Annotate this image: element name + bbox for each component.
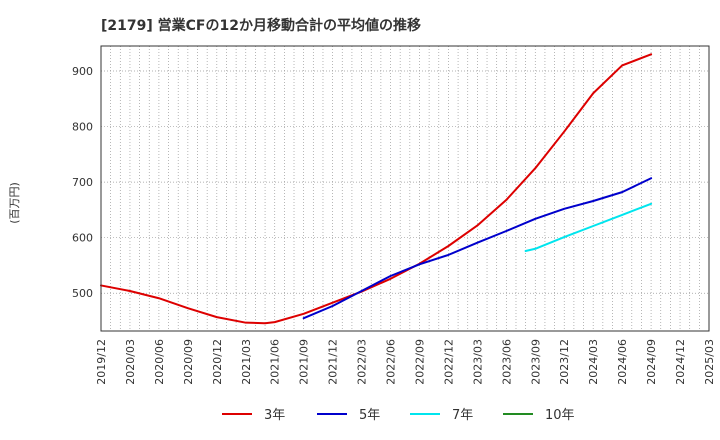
y-tick-label: 800: [72, 121, 93, 134]
x-tick-label: 2023/06: [500, 339, 513, 385]
x-tick-label: 2020/09: [182, 339, 195, 385]
chart-title: [2179] 営業CFの12か月移動合計の平均値の推移: [101, 17, 421, 34]
grid: [100, 46, 710, 331]
x-tick-label: 2020/12: [211, 339, 224, 385]
legend-label: 5年: [359, 408, 380, 423]
legend: 3年 5年 7年 10年: [222, 408, 575, 423]
x-tick-label: 2024/09: [645, 339, 658, 385]
x-tick-label: 2023/03: [471, 339, 484, 385]
x-tick-label: 2022/03: [356, 339, 369, 385]
y-tick-label: 900: [72, 65, 93, 78]
legend-label: 3年: [264, 408, 285, 423]
x-tick-label: 2022/09: [413, 339, 426, 385]
x-tick-label: 2020/06: [153, 339, 166, 385]
x-tick-label: 2025/03: [703, 339, 716, 385]
x-tick-label: 2022/12: [442, 339, 455, 385]
x-tick-label: 2021/12: [327, 339, 340, 385]
y-tick-label: 700: [72, 176, 93, 189]
x-tick-label: 2021/09: [298, 339, 311, 385]
x-tick-label: 2021/03: [240, 339, 253, 385]
x-tick-label: 2023/12: [558, 339, 571, 385]
x-tick-label: 2023/09: [529, 339, 542, 385]
x-axis: 2019/12 2020/03 2020/06 2020/09 2020/12 2021/…: [95, 339, 716, 385]
series-line-2: [302, 177, 653, 320]
legend-label: 7年: [452, 408, 473, 423]
x-tick-label: 2019/12: [95, 339, 108, 385]
series-layer: [100, 53, 653, 325]
x-tick-label: 2024/03: [587, 339, 600, 385]
x-tick-label: 2024/12: [674, 339, 687, 385]
legend-label: 10年: [545, 408, 575, 423]
y-axis-label: (百万円): [8, 182, 21, 224]
x-tick-label: 2021/06: [269, 339, 282, 385]
y-tick-label: 500: [72, 287, 93, 300]
x-tick-label: 2022/06: [385, 339, 398, 385]
y-tick-label: 600: [72, 232, 93, 245]
series-line-3: [524, 202, 653, 252]
x-tick-label: 2024/06: [616, 339, 629, 385]
y-axis: 500 600 700 800 900: [72, 65, 93, 300]
x-tick-label: 2020/03: [124, 339, 137, 385]
plot-area: [100, 45, 710, 332]
